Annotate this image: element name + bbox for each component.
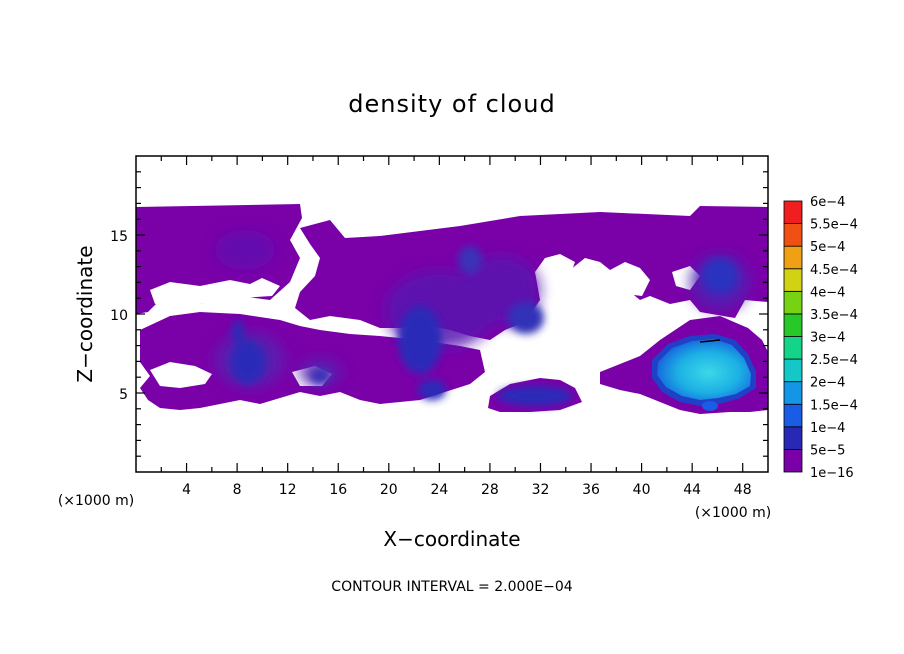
x-tick-label: 20 bbox=[380, 482, 398, 498]
x-axis: 4 8 12 16 20 24 28 32 36 40 44 48 bbox=[160, 156, 752, 498]
z-unit-label: (×1000 m) bbox=[58, 493, 134, 509]
moderate-density-area bbox=[215, 230, 275, 270]
colorbar-label: 4.5e−4 bbox=[810, 263, 858, 278]
y-tick-label: 10 bbox=[110, 308, 128, 324]
colorbar-band bbox=[783, 200, 803, 224]
colorbar-label: 1.5e−4 bbox=[810, 398, 858, 413]
colorbar-band bbox=[783, 223, 803, 247]
x-axis-title: X−coordinate bbox=[383, 527, 520, 551]
colorbar-band bbox=[783, 268, 803, 292]
colorbar-band bbox=[783, 449, 803, 473]
cloud-gap bbox=[150, 278, 280, 304]
colorbar: 1e−16 5e−5 1e−4 1.5e−4 2e−4 2.5e−4 3e−4 3.5e−4 4… bbox=[783, 195, 858, 481]
dense-cell bbox=[657, 339, 751, 400]
density-core bbox=[458, 246, 482, 274]
density-core bbox=[232, 320, 244, 344]
colorbar-label: 1e−16 bbox=[810, 466, 854, 481]
density-core bbox=[230, 340, 266, 384]
x-tick-label: 8 bbox=[233, 482, 242, 498]
x-tick-label: 36 bbox=[582, 482, 600, 498]
colorbar-band bbox=[783, 381, 803, 405]
y-tick-label: 15 bbox=[110, 229, 128, 245]
colorbar-label: 4e−4 bbox=[810, 285, 845, 300]
density-core bbox=[310, 368, 330, 384]
cloud-gap bbox=[610, 262, 650, 296]
y-axis-title: Z−coordinate bbox=[73, 245, 97, 382]
x-tick-label: 24 bbox=[430, 482, 448, 498]
contour-interval-label: CONTOUR INTERVAL = 2.000E−04 bbox=[331, 579, 572, 595]
colorbar-label: 2.5e−4 bbox=[810, 353, 858, 368]
x-unit-label: (×1000 m) bbox=[695, 505, 771, 521]
x-tick-label: 40 bbox=[633, 482, 651, 498]
x-tick-label: 4 bbox=[182, 482, 191, 498]
colorbar-label: 5e−4 bbox=[810, 240, 845, 255]
chart-title: density of cloud bbox=[348, 90, 555, 118]
colorbar-band bbox=[783, 245, 803, 270]
density-core bbox=[702, 258, 738, 294]
x-tick-label: 32 bbox=[532, 482, 550, 498]
colorbar-band bbox=[783, 336, 803, 360]
x-tick-label: 44 bbox=[683, 482, 701, 498]
colorbar-label: 3.5e−4 bbox=[810, 308, 858, 323]
x-tick-label: 48 bbox=[734, 482, 752, 498]
colorbar-label: 1e−4 bbox=[810, 421, 845, 436]
cloud-gap bbox=[540, 254, 575, 282]
colorbar-label: 5e−5 bbox=[810, 443, 845, 458]
cloud-gap bbox=[150, 362, 212, 388]
density-core bbox=[508, 302, 544, 334]
dense-cell-edge bbox=[699, 339, 721, 343]
plot-area bbox=[136, 156, 768, 472]
colorbar-band bbox=[783, 426, 803, 450]
x-tick-label: 28 bbox=[481, 482, 499, 498]
density-core bbox=[497, 386, 573, 406]
colorbar-band bbox=[783, 358, 803, 383]
colorbar-label: 2e−4 bbox=[810, 376, 845, 391]
colorbar-band bbox=[783, 313, 803, 337]
y-tick-label: 5 bbox=[119, 387, 128, 403]
colorbar-label: 5.5e−4 bbox=[810, 218, 858, 233]
colorbar-label: 3e−4 bbox=[810, 331, 845, 346]
x-tick-label: 12 bbox=[279, 482, 297, 498]
colorbar-band bbox=[783, 403, 803, 428]
colorbar-label: 6e−4 bbox=[810, 195, 845, 210]
density-core bbox=[398, 306, 442, 374]
y-axis: 5 10 15 bbox=[110, 171, 768, 457]
dense-cell-base bbox=[702, 401, 718, 411]
colorbar-band bbox=[783, 290, 803, 315]
density-core bbox=[418, 380, 446, 400]
x-tick-label: 16 bbox=[329, 482, 347, 498]
